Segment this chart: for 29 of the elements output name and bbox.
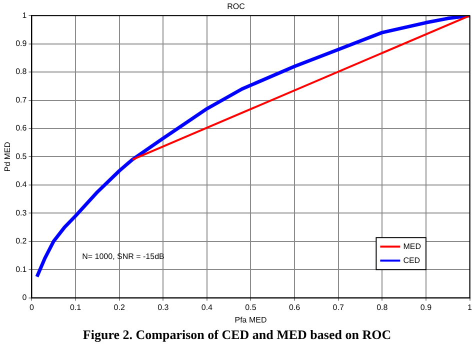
x-tick-label: 0.2 — [114, 302, 126, 312]
y-tick-label: 1 — [22, 10, 28, 20]
x-tick-label: 1 — [468, 302, 473, 312]
y-tick-label: 0.4 — [16, 180, 28, 190]
y-tick-label: 0.6 — [16, 124, 28, 133]
y-tick-label: 0.3 — [16, 208, 28, 218]
x-tick-label: 0.9 — [420, 302, 432, 312]
legend-label: CED — [403, 256, 420, 265]
x-tick-label: 0 — [29, 302, 34, 312]
x-tick-label: 0.6 — [288, 302, 301, 312]
y-tick-label: 0.5 — [16, 152, 28, 161]
annotation: N= 1000, SNR = -15dB — [82, 252, 164, 262]
y-tick-label: 0 — [22, 293, 28, 302]
y-tick-label: 0.8 — [16, 67, 28, 76]
x-tick-label: 0.8 — [376, 302, 388, 312]
caption: Figure 2. Comparison of CED and MED based on ROC — [82, 327, 392, 343]
x-tick-label: 0.1 — [70, 302, 82, 312]
chart-title: ROC — [227, 2, 246, 12]
y-tick-label: 0.7 — [16, 95, 28, 104]
y-axis-title: Pd MED — [3, 142, 12, 172]
legend-label: MED — [403, 242, 422, 251]
y-tick-label: 0.2 — [16, 236, 28, 246]
y-tick-label: 0.9 — [16, 39, 28, 48]
x-axis-title: Pfa MED — [234, 315, 267, 324]
x-tick-label: 0.4 — [201, 302, 214, 312]
x-tick-label: 0.3 — [158, 302, 170, 312]
y-tick-label: 0.1 — [16, 264, 28, 274]
x-tick-label: 0.7 — [332, 302, 344, 312]
x-tick-label: 0.5 — [245, 302, 257, 312]
